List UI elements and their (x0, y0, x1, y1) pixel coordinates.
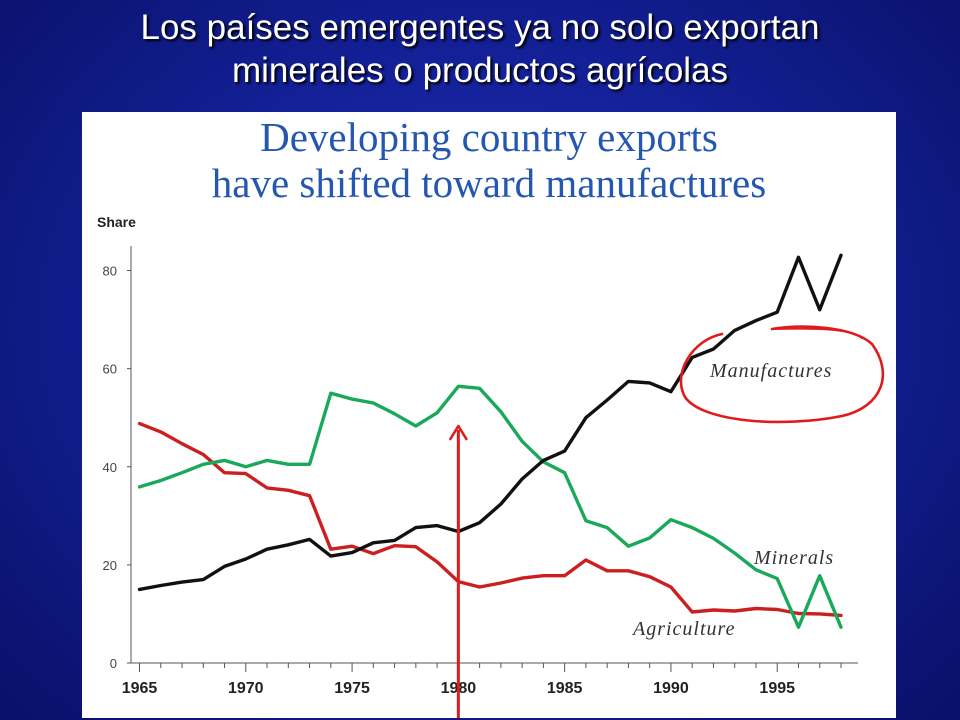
slide-title-line-1: Los países emergentes ya no solo exporta… (140, 8, 820, 47)
x-tick-label: 1985 (547, 680, 583, 697)
series-label-agriculture: Agriculture (631, 618, 735, 640)
y-axis-label: Share (97, 214, 136, 230)
series-label-minerals: Minerals (753, 547, 834, 569)
slide-title: Los países emergentes ya no solo exporta… (0, 6, 960, 92)
x-tick-label: 1970 (228, 680, 264, 697)
chart-title: Developing country exports have shifted … (82, 114, 896, 206)
y-tick-label: 20 (103, 558, 117, 573)
x-tick-label: 1965 (122, 680, 158, 697)
chart-title-line-1: Developing country exports (260, 114, 718, 160)
chart-panel: Developing country exports have shifted … (82, 112, 896, 718)
annotation-circle-overlap (771, 327, 863, 339)
series-line-agriculture (137, 421, 843, 618)
x-tick-label: 1990 (653, 680, 689, 697)
y-tick-label: 60 (103, 362, 117, 377)
y-tick-label: 40 (103, 460, 117, 475)
y-tick-label: 0 (110, 656, 117, 671)
slide-title-line-2: minerales o productos agrícolas (231, 51, 729, 90)
series-line-minerals (137, 384, 843, 629)
y-tick-label: 80 (103, 264, 117, 279)
series-line-manufactures (137, 253, 843, 592)
x-tick-label: 1975 (334, 680, 370, 697)
chart-title-line-2: have shifted toward manufactures (211, 160, 767, 206)
series-label-manufactures: Manufactures (709, 360, 832, 382)
line-chart: 020406080Share19651970197519801985199019… (97, 214, 885, 718)
x-tick-label: 1995 (759, 680, 795, 697)
annotation-arrow-head (449, 424, 468, 441)
